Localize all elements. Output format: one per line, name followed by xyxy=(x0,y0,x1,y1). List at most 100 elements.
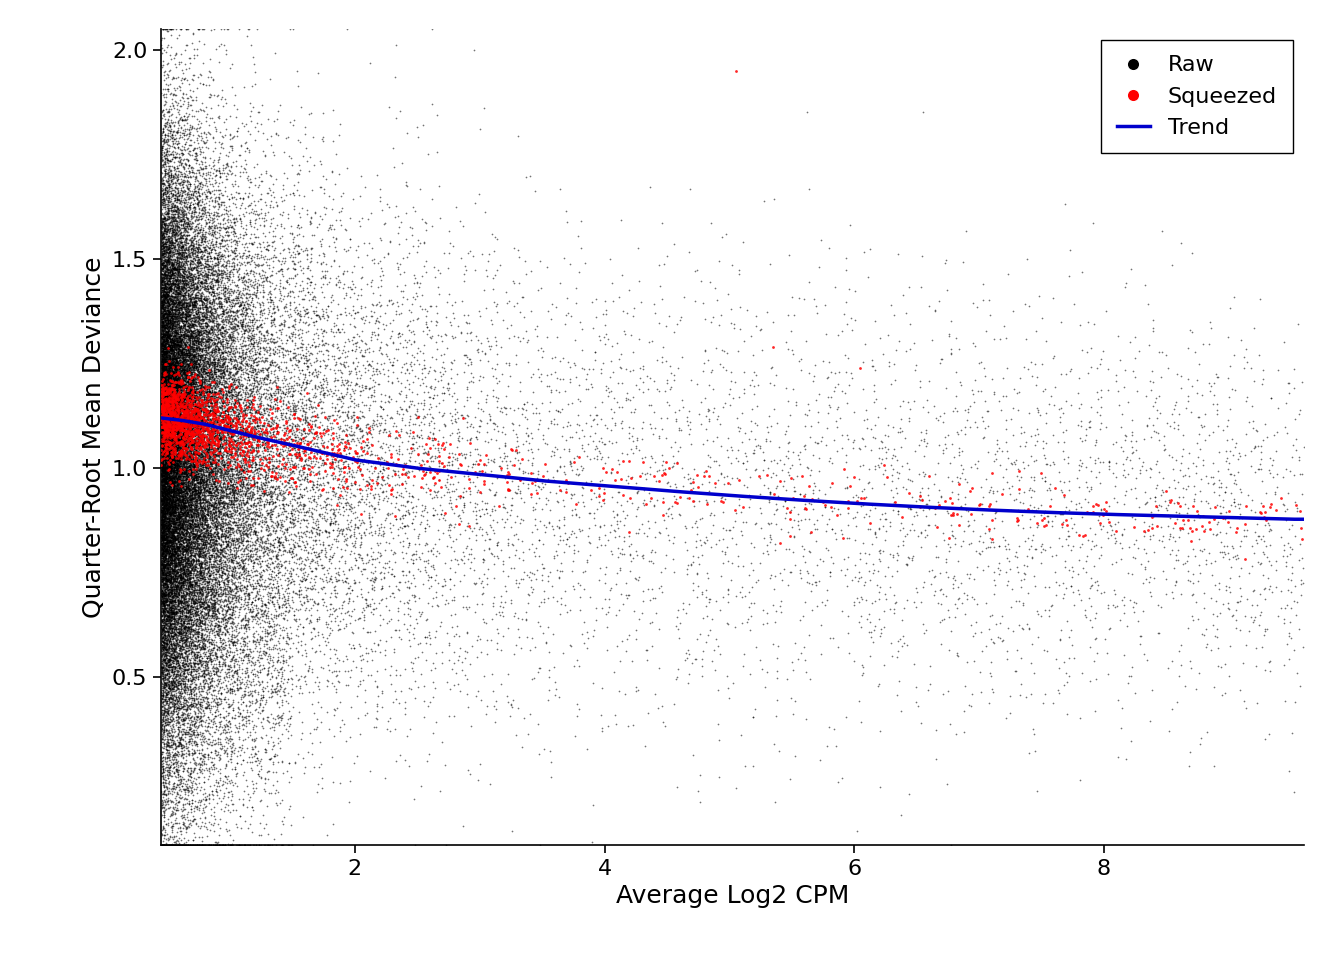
Point xyxy=(153,266,175,281)
Point xyxy=(159,417,180,432)
Point xyxy=(273,348,294,363)
Point xyxy=(167,353,188,369)
Point xyxy=(157,454,179,469)
Point xyxy=(156,407,177,422)
Point xyxy=(157,435,179,450)
Point xyxy=(164,535,185,550)
Point xyxy=(164,296,185,311)
Point xyxy=(161,369,183,384)
Point xyxy=(220,605,242,620)
Point xyxy=(230,290,251,305)
Point xyxy=(309,180,331,195)
Point xyxy=(152,478,173,493)
Point xyxy=(156,359,177,374)
Point xyxy=(255,534,277,549)
Point xyxy=(176,538,198,553)
Point xyxy=(1172,442,1193,457)
Point xyxy=(957,404,978,420)
Point xyxy=(206,446,227,462)
Point xyxy=(222,590,243,606)
Point xyxy=(153,575,175,590)
Point xyxy=(180,446,202,462)
Point xyxy=(196,384,218,399)
Point xyxy=(212,364,234,379)
Point xyxy=(167,188,188,204)
Point xyxy=(227,681,249,696)
Point xyxy=(203,263,224,278)
Point xyxy=(155,329,176,345)
Point xyxy=(277,389,298,404)
Point xyxy=(176,400,198,416)
Point xyxy=(176,502,198,517)
Point xyxy=(172,493,194,509)
Point xyxy=(160,564,181,580)
Point xyxy=(165,355,187,371)
Point xyxy=(155,331,176,347)
Point xyxy=(176,537,198,552)
Point xyxy=(180,307,202,323)
Point xyxy=(433,379,454,395)
Point xyxy=(172,292,194,307)
Point xyxy=(168,757,190,773)
Point xyxy=(194,315,215,330)
Point xyxy=(226,372,247,387)
Point xyxy=(448,428,469,444)
Point xyxy=(163,412,184,427)
Point xyxy=(185,389,207,404)
Point xyxy=(265,396,286,412)
Point xyxy=(176,340,198,355)
Point xyxy=(183,357,204,372)
Point xyxy=(198,530,219,545)
Point xyxy=(184,459,206,474)
Point xyxy=(286,417,308,432)
Point xyxy=(156,576,177,591)
Point xyxy=(234,837,255,852)
Point xyxy=(224,215,246,230)
Point xyxy=(157,165,179,180)
Point xyxy=(210,541,231,557)
Point xyxy=(738,432,759,447)
Point xyxy=(156,396,177,411)
Point xyxy=(324,545,345,561)
Point xyxy=(173,541,195,557)
Point xyxy=(234,570,255,586)
Point xyxy=(194,496,215,512)
Point xyxy=(180,319,202,334)
Point xyxy=(237,266,258,281)
Point xyxy=(195,458,216,473)
Point xyxy=(215,265,237,280)
Point xyxy=(202,644,223,660)
Point xyxy=(273,342,294,357)
Point xyxy=(184,500,206,516)
Point xyxy=(300,545,321,561)
Point xyxy=(394,518,415,534)
Point xyxy=(176,619,198,635)
Point xyxy=(160,339,181,354)
Point xyxy=(798,478,820,493)
Point xyxy=(200,242,222,257)
Point xyxy=(249,470,270,486)
Point xyxy=(184,413,206,428)
Point xyxy=(413,411,434,426)
Point xyxy=(175,837,196,852)
Point xyxy=(157,330,179,346)
Point xyxy=(161,457,183,472)
Point xyxy=(301,500,323,516)
Point xyxy=(230,492,251,508)
Point xyxy=(175,412,196,427)
Point xyxy=(167,169,188,184)
Point xyxy=(177,458,199,473)
Point xyxy=(159,148,180,163)
Point xyxy=(164,361,185,376)
Point xyxy=(152,604,173,619)
Point xyxy=(153,96,175,111)
Point xyxy=(352,562,374,577)
Point xyxy=(235,487,257,502)
Point xyxy=(177,505,199,520)
Point xyxy=(289,353,310,369)
Point xyxy=(159,427,180,443)
Point xyxy=(163,239,184,254)
Point xyxy=(152,492,173,508)
Point xyxy=(374,476,395,492)
Point xyxy=(231,448,253,464)
